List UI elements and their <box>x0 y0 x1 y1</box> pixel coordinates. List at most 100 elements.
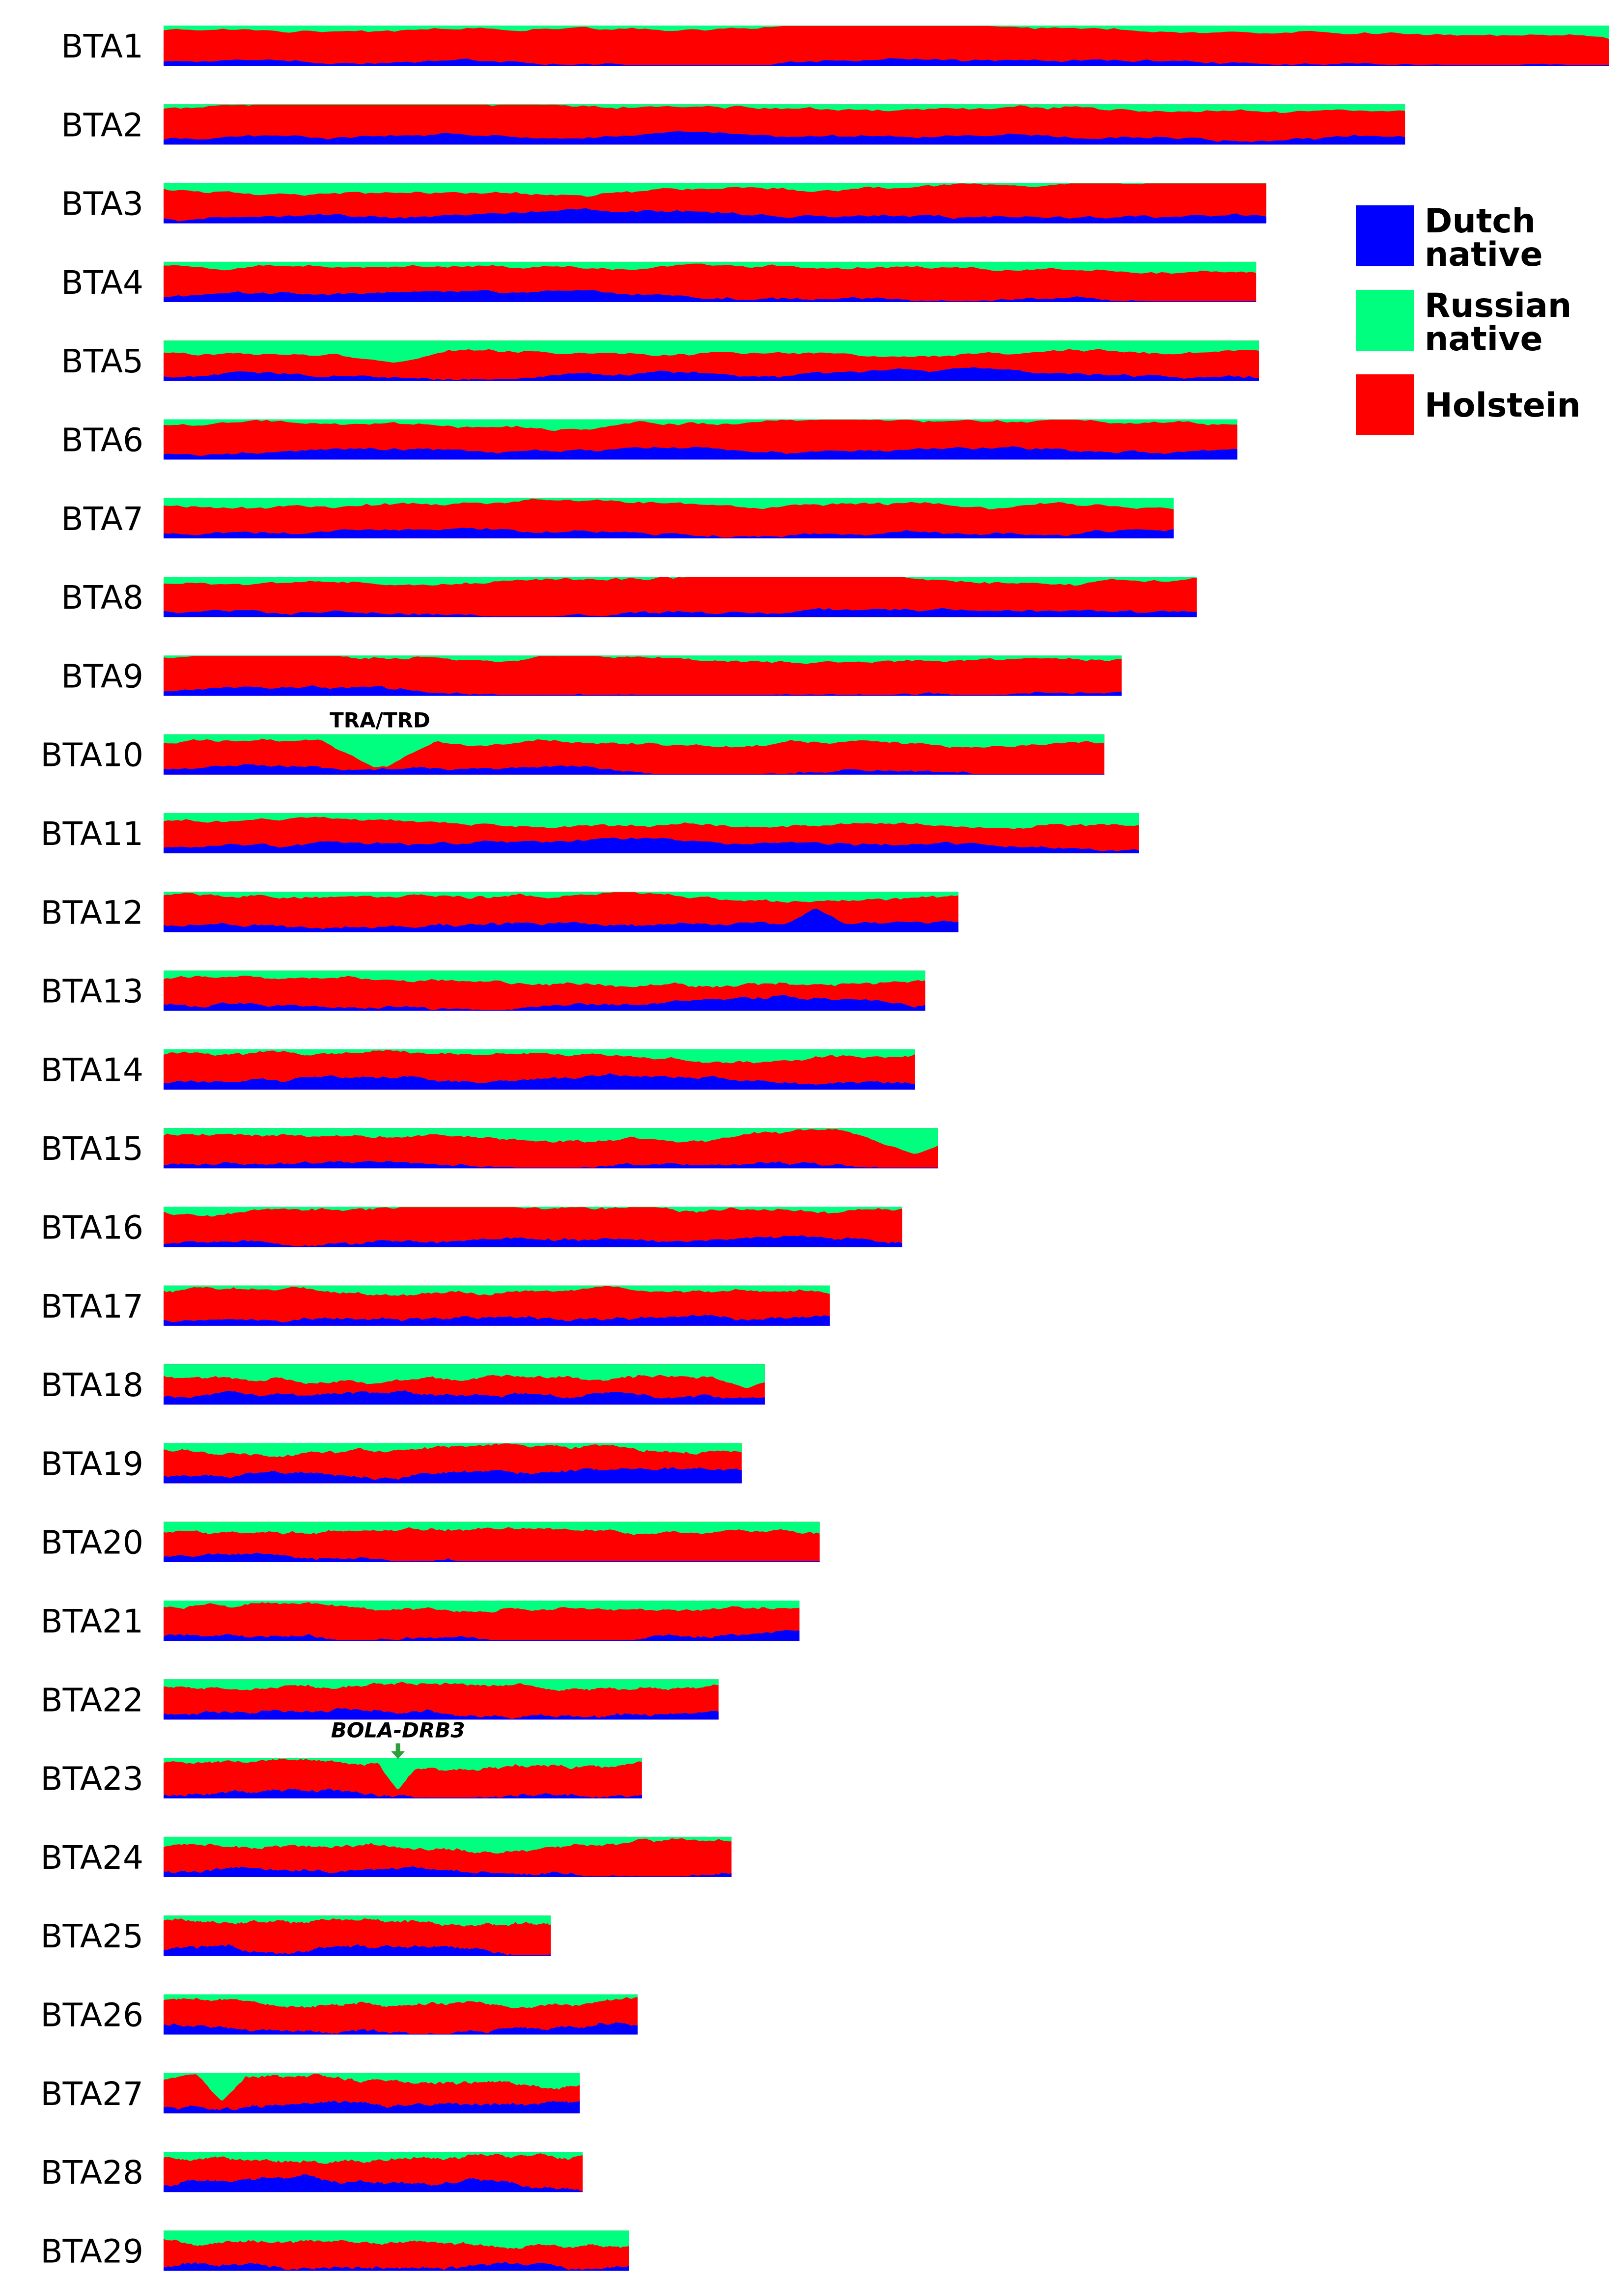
chromosome-row-bta15: BTA15 <box>40 1128 938 1169</box>
dutch-native-area <box>164 446 1237 460</box>
dutch-native-area <box>164 685 1122 696</box>
chromosome-label: BTA15 <box>40 1130 143 1168</box>
chromosome-label: BTA17 <box>40 1288 143 1325</box>
chromosome-label: BTA10 <box>40 736 143 774</box>
chromosome-row-bta19: BTA19 <box>40 1443 742 1484</box>
russian-native-area <box>164 1915 551 1927</box>
russian-native-area <box>164 970 925 988</box>
russian-native-area <box>164 261 1257 274</box>
chromosome-row-bta4: BTA4 <box>61 261 1257 302</box>
chromosome-row-bta11: BTA11 <box>40 813 1139 853</box>
russian-native-area <box>164 1364 765 1388</box>
russian-native-area <box>164 1758 642 1790</box>
russian-native-area <box>164 1128 938 1154</box>
chromosome-row-bta3: BTA3 <box>61 183 1266 224</box>
dutch-native-area <box>164 2022 638 2035</box>
russian-native-area <box>164 1049 915 1064</box>
chromosome-row-bta26: BTA26 <box>40 1994 638 2035</box>
legend-label-line2: native <box>1425 235 1543 274</box>
chromosome-label: BTA20 <box>40 1524 143 1562</box>
chromosome-label: BTA25 <box>40 1917 143 1955</box>
russian-native-area <box>164 1207 902 1217</box>
chromosome-label: BTA8 <box>61 579 143 617</box>
chromosome-row-bta23: BTA23 <box>40 1758 642 1799</box>
russian-native-area <box>164 26 1609 39</box>
russian-native-area <box>164 1285 830 1296</box>
russian-native-area <box>164 340 1260 363</box>
chromosome-row-bta28: BTA28 <box>40 2152 583 2193</box>
dutch-native-area <box>164 1944 551 1956</box>
arrow-down-icon <box>391 1751 405 1759</box>
dutch-native-area <box>164 1788 642 1799</box>
chromosome-row-bta12: BTA12 <box>40 892 959 932</box>
chromosome-label: BTA19 <box>40 1445 143 1483</box>
dutch-native-area <box>164 290 1257 302</box>
dutch-native-area <box>164 1390 765 1405</box>
chromosome-label: BTA11 <box>40 815 143 853</box>
russian-native-area <box>164 813 1139 829</box>
chromosome-row-bta29: BTA29 <box>40 2230 629 2271</box>
chromosome-row-bta8: BTA8 <box>61 577 1197 618</box>
chromosome-label: BTA26 <box>40 1997 143 2034</box>
chromosome-row-bta20: BTA20 <box>40 1521 820 1562</box>
chromosome-label: BTA21 <box>40 1603 143 1640</box>
chromosome-label: BTA1 <box>61 28 143 65</box>
chromosome-row-bta17: BTA17 <box>40 1285 830 1326</box>
dutch-native-area <box>164 58 1609 66</box>
russian-native-area <box>164 1679 719 1691</box>
russian-native-area <box>164 419 1237 431</box>
dutch-native-area <box>164 2101 580 2113</box>
dutch-native-area <box>164 1866 732 1877</box>
legend-swatch <box>1356 374 1414 435</box>
russian-native-area <box>164 1521 820 1536</box>
chromosome-row-bta16: BTA16 <box>40 1207 902 1247</box>
legend-swatch <box>1356 290 1414 351</box>
chromosome-row-bta22: BTA22 <box>40 1679 719 1720</box>
dutch-native-area <box>164 1552 820 1562</box>
chromosome-row-bta7: BTA7 <box>61 498 1174 538</box>
dutch-native-area <box>164 908 959 932</box>
dutch-native-area <box>164 1315 830 1326</box>
dutch-native-area <box>164 1708 719 1720</box>
chromosome-label: BTA27 <box>40 2075 143 2113</box>
russian-native-area <box>164 2073 580 2101</box>
chromosome-row-bta10: BTA10 <box>40 734 1105 775</box>
chromosome-label: BTA29 <box>40 2232 143 2270</box>
legend-item-holstein: Holstein <box>1356 374 1581 435</box>
annotation-bola-drb3: BOLA-DRB3 <box>331 1718 465 1759</box>
dutch-native-area <box>164 764 1105 775</box>
chromosome-label: BTA13 <box>40 973 143 1011</box>
dutch-native-area <box>164 2174 583 2193</box>
chromosome-label: BTA28 <box>40 2154 143 2192</box>
chromosome-label: BTA14 <box>40 1051 143 1089</box>
russian-native-area <box>164 2152 583 2164</box>
chromosome-label: BTA2 <box>61 106 143 144</box>
russian-native-area <box>164 734 1105 767</box>
annotation-tra-trd: TRA/TRD <box>330 708 430 732</box>
annotation-label: TRA/TRD <box>330 708 430 732</box>
chromosome-label: BTA24 <box>40 1839 143 1877</box>
russian-native-area <box>164 1994 638 2009</box>
dutch-native-area <box>164 208 1266 224</box>
chromosome-row-bta25: BTA25 <box>40 1915 551 1956</box>
russian-native-area <box>164 498 1174 509</box>
russian-native-area <box>164 1443 742 1458</box>
chromosome-rows: BTA1 BTA2 BTA3 BTA4 BTA5 BTA6 BTA7 BTA8 BTA9 BTA1… <box>40 26 1609 2271</box>
chromosome-label: BTA23 <box>40 1760 143 1798</box>
chromosome-row-bta9: BTA9 <box>61 655 1122 696</box>
dutch-native-area <box>164 528 1174 538</box>
legend-swatch <box>1356 205 1414 266</box>
dutch-native-area <box>164 2262 629 2271</box>
russian-native-area <box>164 183 1266 197</box>
annotation-label: BOLA-DRB3 <box>331 1718 465 1743</box>
chromosome-label: BTA16 <box>40 1209 143 1247</box>
dutch-native-area <box>164 837 1139 853</box>
dutch-native-area <box>164 131 1405 145</box>
legend-label: Russian <box>1425 286 1571 325</box>
chromosome-label: BTA3 <box>61 185 143 223</box>
chromosome-row-bta18: BTA18 <box>40 1364 765 1405</box>
